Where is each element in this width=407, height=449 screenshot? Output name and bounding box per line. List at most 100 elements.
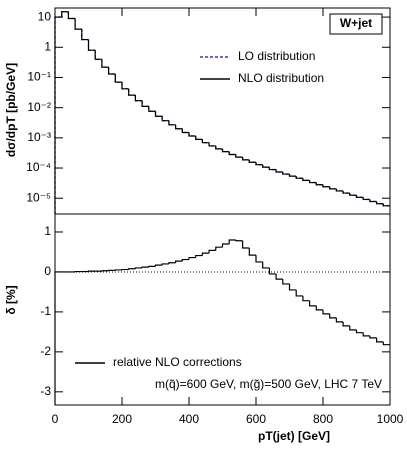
histogram-step	[141, 100, 149, 108]
histogram-step	[228, 239, 236, 244]
histogram-step	[208, 142, 216, 147]
histogram-step	[309, 180, 317, 184]
histogram-step	[114, 74, 122, 83]
x-tick-label: 1000	[377, 412, 404, 426]
histogram-step	[349, 193, 357, 196]
y-tick-label: 10⁻⁵	[26, 190, 51, 204]
y-tick-label: 10⁻⁴	[26, 160, 51, 174]
histogram-step	[329, 186, 337, 190]
histogram-step	[302, 178, 310, 181]
histogram-step	[121, 82, 129, 90]
histogram-step	[181, 258, 189, 262]
histogram-step	[128, 268, 136, 270]
histogram-step	[215, 246, 223, 251]
histogram-step	[134, 267, 143, 269]
legend-label: NLO distribution	[238, 71, 324, 85]
histogram-step	[108, 67, 116, 75]
histogram-step	[201, 252, 210, 256]
histogram-step	[175, 260, 183, 263]
histogram-step	[94, 50, 102, 60]
histogram-step	[355, 329, 364, 334]
histogram-step	[302, 295, 310, 302]
histogram-step	[315, 305, 323, 311]
y-tick-label: 10⁻¹	[27, 70, 51, 84]
histogram-step	[288, 174, 297, 177]
histogram-step	[235, 154, 243, 158]
histogram-step	[188, 256, 196, 260]
y-tick-label: -3	[40, 384, 51, 398]
x-tick-label: 400	[179, 412, 199, 426]
histogram-step	[295, 289, 303, 297]
histogram-step	[255, 162, 263, 166]
histogram-step	[248, 247, 256, 256]
histogram-step	[81, 29, 89, 41]
y-tick-label: 1	[44, 39, 51, 53]
histogram-step	[221, 243, 230, 248]
x-axis-label: pT(jet) [GeV]	[258, 429, 330, 443]
histogram-step	[295, 176, 303, 179]
histogram-step	[201, 139, 210, 144]
x-tick-label: 200	[112, 412, 132, 426]
histogram-step	[215, 145, 223, 150]
histogram-step	[268, 167, 277, 171]
histogram-step	[195, 254, 203, 258]
y-tick-label: -1	[40, 304, 51, 318]
x-tick-label: 0	[52, 412, 59, 426]
histogram-step	[148, 106, 156, 112]
histogram-step	[362, 197, 370, 201]
histogram-step	[141, 266, 149, 268]
histogram-step	[74, 18, 82, 30]
histogram-step	[322, 184, 330, 188]
histogram-step	[376, 201, 384, 205]
histogram-step	[268, 267, 277, 275]
histogram-step	[87, 39, 96, 51]
histogram-step	[309, 300, 317, 307]
y-tick-label: 10⁻²	[27, 100, 51, 114]
histogram-step	[175, 124, 183, 130]
histogram-step	[255, 255, 263, 263]
histogram-step	[134, 95, 143, 102]
histogram-step	[188, 132, 196, 137]
y-tick-label: 10⁻³	[27, 130, 51, 144]
histogram-step	[349, 325, 357, 331]
histogram-step	[242, 157, 250, 161]
histogram-step	[168, 262, 176, 264]
histogram-step	[161, 116, 169, 122]
histogram-step	[161, 263, 169, 266]
histogram-step	[54, 271, 62, 405]
annotation: m(q̃)=600 GeV, m(g̃)=500 GeV, LHC 7 TeV	[155, 377, 382, 391]
histogram-step	[181, 128, 189, 134]
histogram-step	[315, 182, 323, 186]
histogram-step	[221, 148, 230, 153]
histogram-step	[342, 321, 350, 327]
box-label: W+jet	[340, 16, 372, 30]
histogram-step	[262, 261, 270, 269]
histogram-step	[322, 309, 330, 315]
histogram-step	[148, 265, 156, 268]
histogram-step	[329, 313, 337, 319]
legend-label: relative NLO corrections	[113, 355, 242, 369]
histogram-step	[228, 151, 236, 156]
histogram-step	[67, 11, 76, 20]
histogram-step	[248, 159, 256, 163]
histogram-step	[362, 332, 370, 337]
histogram-step	[382, 341, 390, 346]
histogram-step	[242, 240, 250, 249]
histogram-step	[235, 239, 243, 242]
histogram-step	[54, 16, 62, 214]
histogram-step	[208, 249, 216, 254]
histogram-step	[282, 171, 290, 175]
histogram-step	[369, 335, 377, 339]
x-tick-label: 800	[313, 412, 333, 426]
histogram-step	[275, 273, 283, 280]
histogram-step	[342, 190, 350, 194]
y-tick-label: -2	[40, 344, 51, 358]
histogram-step	[262, 164, 270, 168]
histogram-step	[195, 136, 203, 140]
histogram-step	[154, 111, 163, 117]
y-axis-label: dσ/dpT [pb/GeV]	[4, 63, 18, 157]
histogram-step	[335, 317, 344, 323]
histogram-step	[128, 88, 136, 96]
